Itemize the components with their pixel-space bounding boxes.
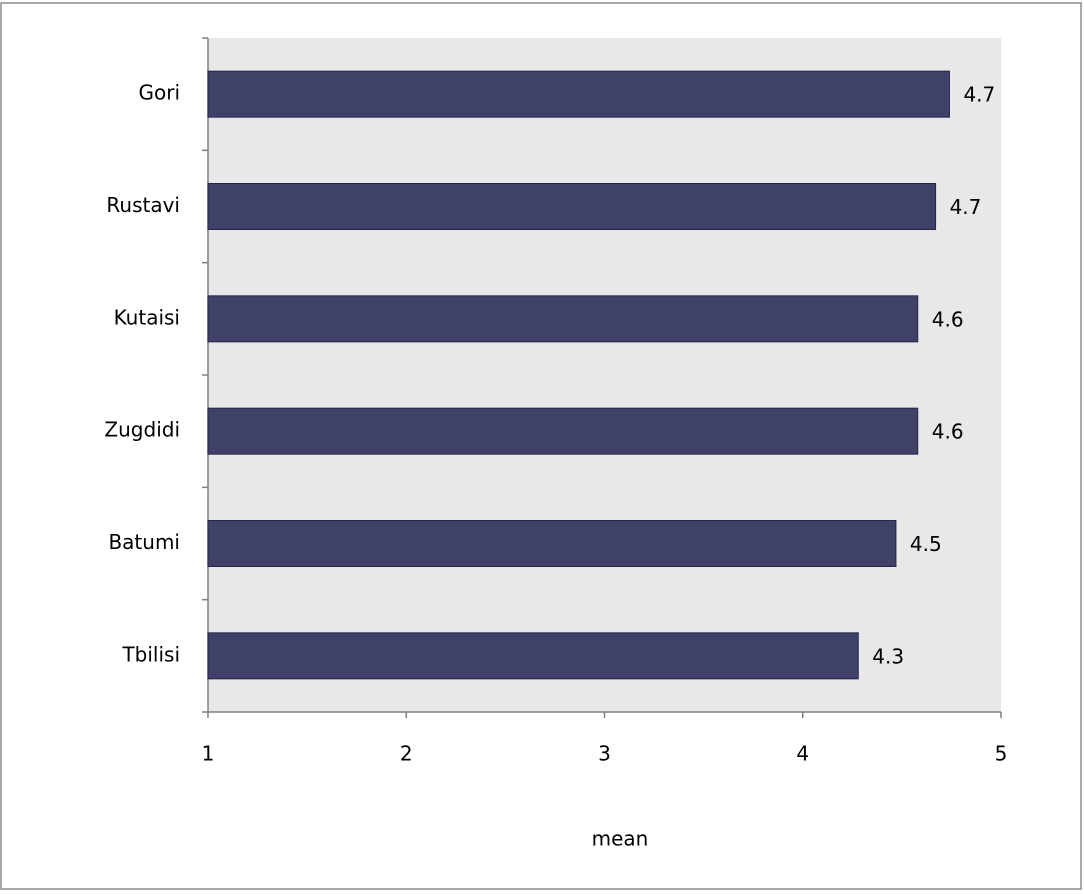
x-tick-label: 4: [796, 742, 809, 766]
bar: [207, 632, 859, 680]
value-label: 4.6: [932, 420, 964, 444]
y-tick-label: Tbilisi: [121, 642, 180, 666]
x-tick-label: 2: [400, 742, 413, 766]
value-label: 4.7: [950, 195, 982, 219]
value-label: 4.3: [872, 644, 904, 668]
y-tick-label: Gori: [138, 81, 180, 105]
x-axis-label: mean: [592, 827, 649, 851]
y-tick-label: Kutaisi: [114, 305, 180, 329]
plot-area: [208, 38, 1001, 712]
value-label: 4.5: [910, 532, 942, 556]
bar: [207, 70, 950, 118]
y-tick-label: Batumi: [108, 530, 180, 554]
value-label: 4.7: [963, 83, 995, 107]
bar: [207, 520, 897, 567]
x-tick-label: 5: [995, 742, 1008, 766]
x-tick-label: 3: [598, 742, 611, 766]
x-tick-label: 1: [202, 742, 215, 766]
bar: [207, 183, 937, 230]
value-label: 4.6: [932, 307, 964, 331]
y-tick-label: Rustavi: [106, 193, 180, 217]
bar: [207, 295, 919, 343]
bar: [207, 407, 919, 455]
y-tick-label: Zugdidi: [104, 418, 180, 442]
